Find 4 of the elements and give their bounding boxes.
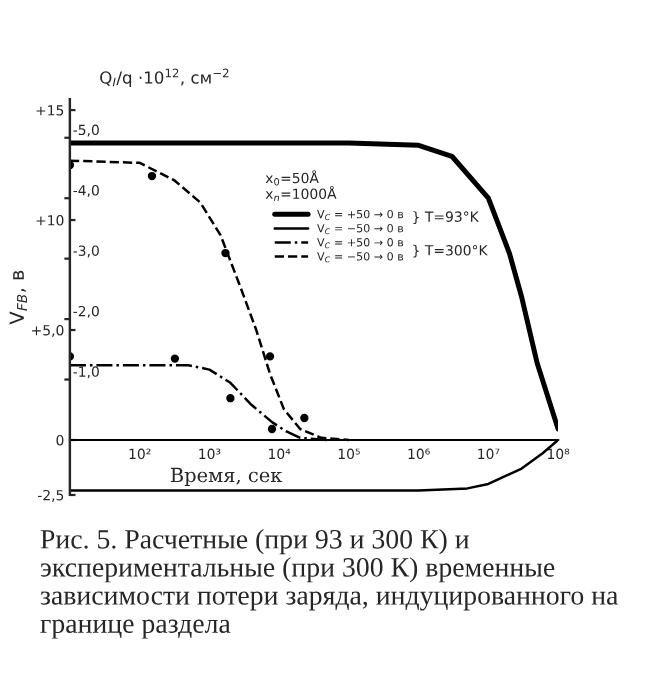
text: Рис. 5. Расчетные (при 93 и 300 К) и экспериментальные (при 300 К) временные зависимости потери заряда, индуцированного на границе раздела — [40, 529, 619, 639]
y-axis-title: V$_{FB}$, в — [9, 270, 27, 325]
x-axis-title: Время, сек — [170, 467, 283, 487]
y2-axis-title: Q$_{I}$/q ·10$^{12}$, см$^{−2}$ — [100, 68, 229, 88]
